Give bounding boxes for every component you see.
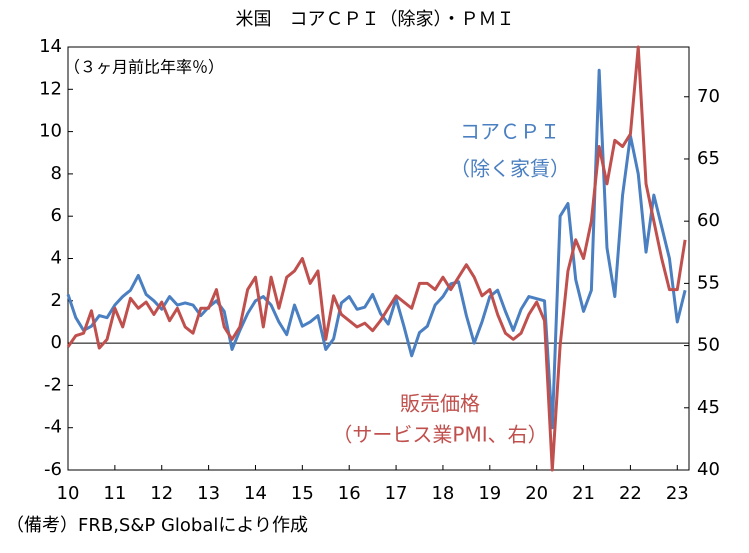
x-tick-label: 18 bbox=[431, 483, 454, 504]
x-tick-label: 13 bbox=[197, 483, 220, 504]
chart-title: 米国 コアＣＰＩ（除家）・ＰＭＩ bbox=[236, 9, 515, 30]
x-tick-label: 10 bbox=[57, 483, 80, 504]
x-tick-label: 23 bbox=[666, 483, 689, 504]
x-tick-label: 12 bbox=[150, 483, 173, 504]
y2-tick-label: 50 bbox=[697, 335, 720, 356]
series-line bbox=[66, 68, 687, 430]
x-tick-label: 19 bbox=[478, 483, 501, 504]
y-tick-label: 14 bbox=[39, 36, 62, 57]
x-tick-label: 22 bbox=[619, 483, 642, 504]
x-tick-label: 11 bbox=[103, 483, 126, 504]
cpi-label: コアＣＰＩ bbox=[460, 120, 560, 144]
x-tick-label: 15 bbox=[291, 483, 314, 504]
series-line bbox=[66, 45, 687, 472]
y-tick-label: 0 bbox=[51, 332, 62, 353]
unit-note: （３ヶ月前比年率％） bbox=[64, 58, 224, 77]
y2-tick-label: 55 bbox=[697, 272, 720, 293]
y2-tick-label: 40 bbox=[697, 459, 720, 480]
y2-tick-label: 60 bbox=[697, 210, 720, 231]
x-tick-label: 21 bbox=[572, 483, 595, 504]
y-tick-label: 4 bbox=[51, 248, 62, 269]
pmi-label: （サービス業PMI、右） bbox=[332, 423, 547, 447]
y2-tick-label: 70 bbox=[697, 86, 720, 107]
plot-frame bbox=[67, 46, 690, 471]
y-tick-label: 8 bbox=[51, 163, 62, 184]
y-tick-label: 6 bbox=[51, 205, 62, 226]
y-tick-label: -2 bbox=[44, 374, 62, 395]
x-tick-label: 16 bbox=[338, 483, 361, 504]
pmi-label: 販売価格 bbox=[400, 392, 480, 416]
y-tick-label: 10 bbox=[39, 121, 62, 142]
y-tick-label: -4 bbox=[44, 417, 62, 438]
x-tick-label: 14 bbox=[244, 483, 267, 504]
y-tick-label: 2 bbox=[51, 290, 62, 311]
source-note: （備考）FRB,S&P Globalにより作成 bbox=[6, 515, 308, 536]
y2-tick-label: 45 bbox=[697, 397, 720, 418]
y2-tick-label: 65 bbox=[697, 148, 720, 169]
y-tick-label: -6 bbox=[44, 459, 62, 480]
x-tick-label: 20 bbox=[525, 483, 548, 504]
x-tick-label: 17 bbox=[385, 483, 408, 504]
cpi-label: （除く家賃） bbox=[450, 157, 570, 181]
y-tick-label: 12 bbox=[39, 78, 62, 99]
